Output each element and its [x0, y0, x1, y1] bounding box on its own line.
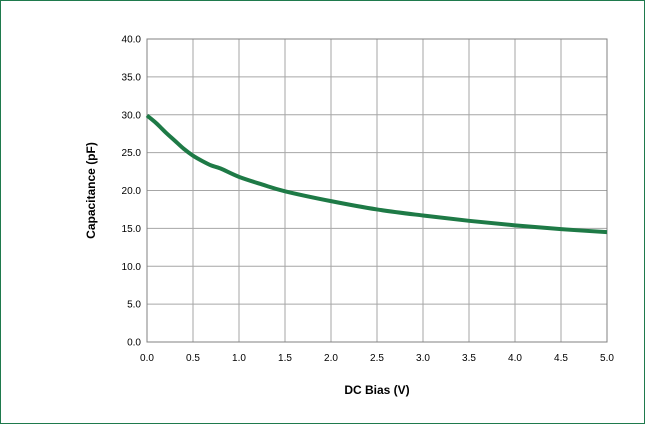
x-tick-label: 0.0 [140, 353, 154, 364]
y-tick-label: 25.0 [122, 148, 142, 159]
x-tick-label: 4.5 [554, 353, 568, 364]
x-tick-label: 5.0 [600, 353, 614, 364]
plot-area-border [146, 38, 608, 343]
y-tick-label: 40.0 [122, 35, 142, 46]
grid [146, 38, 608, 343]
y-axis-label: Capacitance (pF) [84, 142, 98, 239]
x-axis-label: DC Bias (V) [344, 383, 409, 397]
x-tick-label: 3.0 [416, 353, 430, 364]
y-tick-label: 0.0 [127, 338, 141, 349]
x-tick-label: 3.5 [462, 353, 476, 364]
x-tick-label: 1.0 [232, 353, 246, 364]
y-tick-label: 5.0 [127, 300, 141, 311]
y-tick-label: 15.0 [122, 224, 142, 235]
y-tick-label: 35.0 [122, 72, 142, 83]
y-tick-label: 30.0 [122, 110, 142, 121]
capacitance-series-line [145, 113, 608, 235]
x-tick-label: 4.0 [508, 353, 522, 364]
y-tick-label: 20.0 [122, 186, 142, 197]
x-tick-label: 1.5 [278, 353, 292, 364]
x-tick-label: 0.5 [186, 353, 200, 364]
x-tick-label: 2.0 [324, 353, 338, 364]
y-tick-label: 10.0 [122, 262, 142, 273]
tick-labels: 0.0 5.0 10.0 15.0 20.0 25.0 30.0 35.0 40.0 0.0 0.5… [122, 35, 615, 365]
series-layer [145, 113, 608, 235]
x-tick-label: 2.5 [370, 353, 384, 364]
